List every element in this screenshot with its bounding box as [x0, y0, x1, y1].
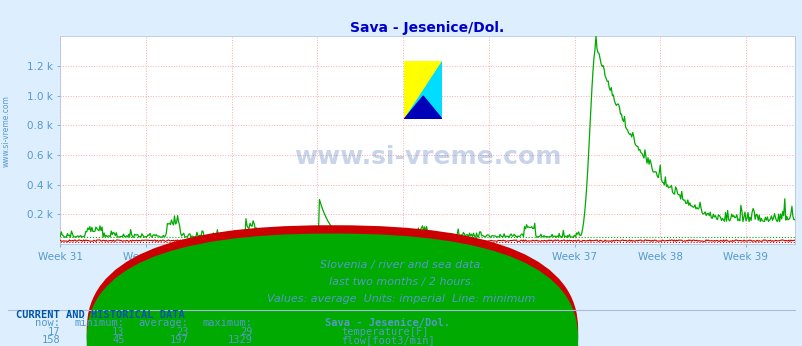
Text: 158: 158 — [42, 335, 60, 345]
Text: last two months / 2 hours.: last two months / 2 hours. — [329, 277, 473, 288]
Text: 45: 45 — [111, 335, 124, 345]
Title: Sava - Jesenice/Dol.: Sava - Jesenice/Dol. — [350, 21, 504, 35]
Text: maximum:: maximum: — [203, 318, 253, 328]
Text: flow[foot3/min]: flow[foot3/min] — [341, 335, 435, 345]
Text: 1329: 1329 — [228, 335, 253, 345]
Polygon shape — [403, 61, 442, 119]
Text: www.si-vreme.com: www.si-vreme.com — [294, 145, 561, 169]
Text: now:: now: — [35, 318, 60, 328]
Text: minimum:: minimum: — [75, 318, 124, 328]
Text: Slovenia / river and sea data.: Slovenia / river and sea data. — [319, 260, 483, 270]
Polygon shape — [403, 96, 442, 119]
Text: temperature[F]: temperature[F] — [341, 327, 428, 337]
Text: www.si-vreme.com: www.si-vreme.com — [2, 95, 11, 167]
Text: Values: average  Units: imperial  Line: minimum: Values: average Units: imperial Line: mi… — [267, 294, 535, 304]
Text: Sava - Jesenice/Dol.: Sava - Jesenice/Dol. — [325, 318, 450, 328]
Text: average:: average: — [139, 318, 188, 328]
Text: 197: 197 — [170, 335, 188, 345]
Text: 29: 29 — [240, 327, 253, 337]
Text: 23: 23 — [176, 327, 188, 337]
Text: CURRENT AND HISTORICAL DATA: CURRENT AND HISTORICAL DATA — [16, 310, 184, 320]
Text: 17: 17 — [47, 327, 60, 337]
Polygon shape — [403, 61, 442, 119]
Text: 13: 13 — [111, 327, 124, 337]
